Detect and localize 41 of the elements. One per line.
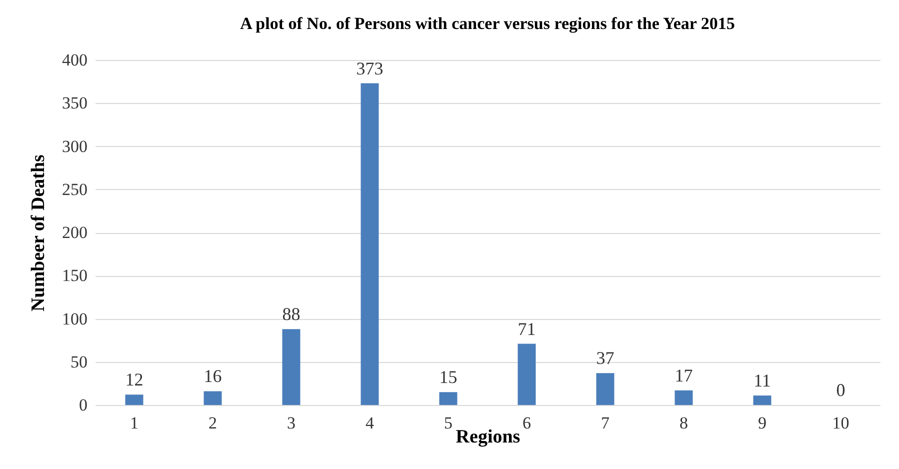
y-tick-label: 0 (79, 396, 88, 414)
chart-title: A plot of No. of Persons with cancer versus regions for the Year 2015 (240, 14, 735, 33)
bar (282, 329, 300, 405)
y-tick-label: 250 (62, 180, 88, 199)
y-tick-label: 350 (62, 94, 88, 113)
y-tick-label: 100 (62, 309, 88, 328)
data-label: 71 (518, 318, 536, 339)
data-label: 11 (754, 370, 771, 391)
bar (753, 396, 772, 405)
y-tick-label: 300 (62, 136, 88, 156)
x-tick-label: 10 (832, 414, 850, 432)
y-axis-title: Numbeer of Deaths (28, 154, 49, 312)
x-tick-label: 2 (208, 414, 217, 432)
data-label: 17 (674, 365, 693, 386)
bar (439, 392, 458, 405)
x-tick-label: 3 (287, 414, 296, 432)
bar (518, 344, 536, 405)
bar (596, 373, 614, 405)
x-tick-label: 7 (601, 414, 610, 432)
x-tick-label: 6 (522, 414, 531, 432)
bar (674, 390, 693, 405)
data-label: 16 (204, 366, 222, 386)
x-tick-label: 9 (758, 414, 766, 432)
data-label: 37 (596, 348, 614, 368)
bar (125, 394, 144, 405)
x-axis-title: Regions (456, 426, 520, 448)
y-tick-label: 200 (62, 223, 88, 242)
data-label: 12 (125, 370, 144, 390)
bar (360, 83, 379, 405)
y-tick-label: 150 (62, 266, 88, 286)
data-label: 0 (836, 380, 846, 400)
bar (204, 391, 222, 405)
x-tick-label: 8 (680, 414, 688, 432)
data-label: 373 (356, 58, 384, 78)
data-label: 15 (439, 367, 458, 388)
y-tick-label: 50 (70, 352, 88, 372)
x-tick-label: 5 (444, 414, 452, 432)
data-label: 88 (282, 304, 300, 324)
x-tick-label: 4 (366, 414, 374, 432)
x-tick-label: 1 (130, 414, 138, 432)
y-tick-label: 400 (62, 50, 88, 70)
